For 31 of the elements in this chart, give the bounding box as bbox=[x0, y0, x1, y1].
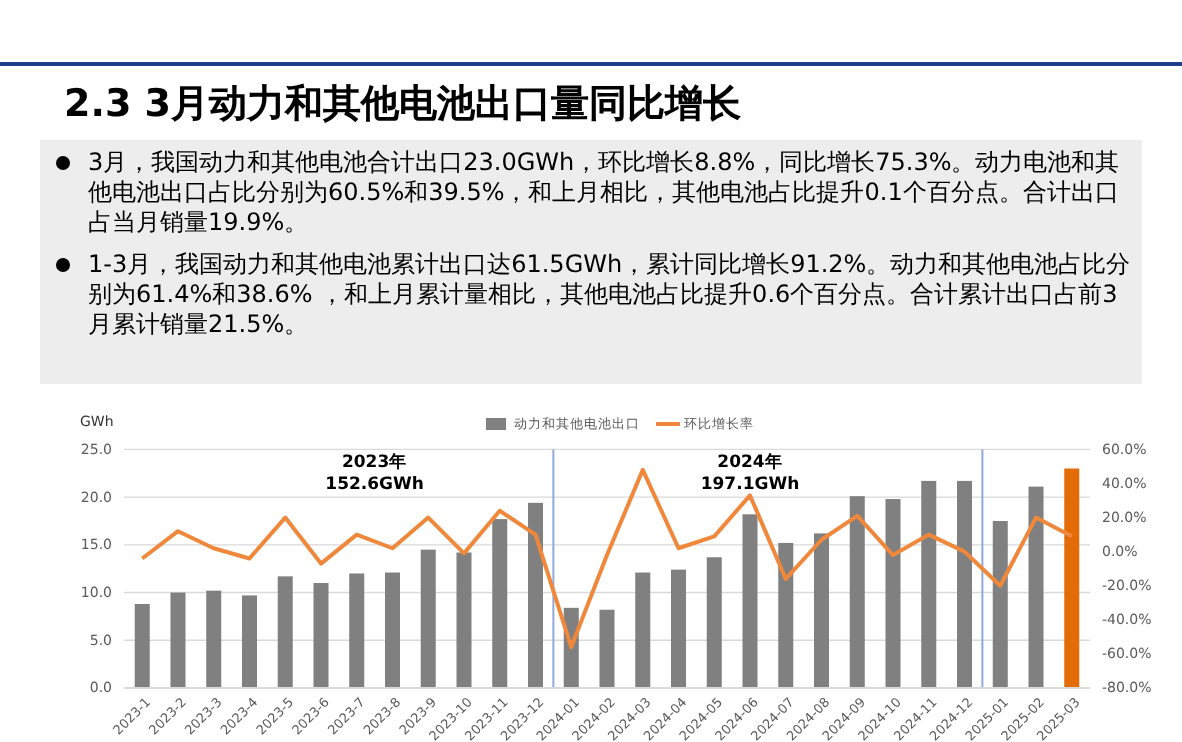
bar bbox=[134, 604, 150, 688]
bar bbox=[313, 583, 329, 688]
bar bbox=[170, 592, 186, 688]
bar bbox=[921, 480, 937, 688]
chart-subtitle: 3月，我国动力和其他电池合计出口23.0GWh，环比增长8.8%，同比增长75.3%。动力电池和其他电池出口占比分别为60.5%和39.5%，和上月相比，其他电池占比提升0.1个百分点。合计出口占当月销量19.9%。 1-3月，我国动力和其他电池累计出口达61.5GWh，累计同比增长91.2%。动力和其他电池占比分别为61.4%和38.6% ，和上月累计量相比，其他电池占比提升0.6个百分点。合计累计出口占前3月累计销量21.5%。 bbox=[88, 148, 1132, 340]
bar bbox=[1028, 486, 1044, 688]
annotation: 2023年 152.6GWh bbox=[325, 451, 424, 496]
bar bbox=[957, 480, 973, 688]
bar bbox=[670, 569, 687, 688]
bar bbox=[1064, 468, 1080, 688]
bar bbox=[420, 549, 436, 688]
bar bbox=[849, 496, 865, 688]
bar bbox=[492, 519, 508, 688]
bar bbox=[814, 533, 830, 688]
bar bbox=[992, 520, 1008, 688]
bar bbox=[778, 542, 794, 688]
bar bbox=[527, 502, 544, 688]
bar bbox=[742, 514, 758, 688]
bar bbox=[277, 576, 293, 688]
chart-title: 2.3 3月动力和其他电池出口量同比增长 bbox=[64, 82, 743, 126]
bar bbox=[599, 609, 615, 688]
bar bbox=[706, 557, 722, 688]
bar bbox=[456, 552, 472, 688]
annotation: 2024年 197.1GWh bbox=[700, 451, 800, 496]
bar bbox=[384, 572, 400, 688]
bar bbox=[885, 499, 901, 688]
line-series bbox=[140, 467, 1074, 650]
bar bbox=[206, 590, 222, 688]
bar bbox=[241, 595, 257, 688]
bar bbox=[635, 572, 651, 688]
bar bbox=[349, 573, 365, 688]
